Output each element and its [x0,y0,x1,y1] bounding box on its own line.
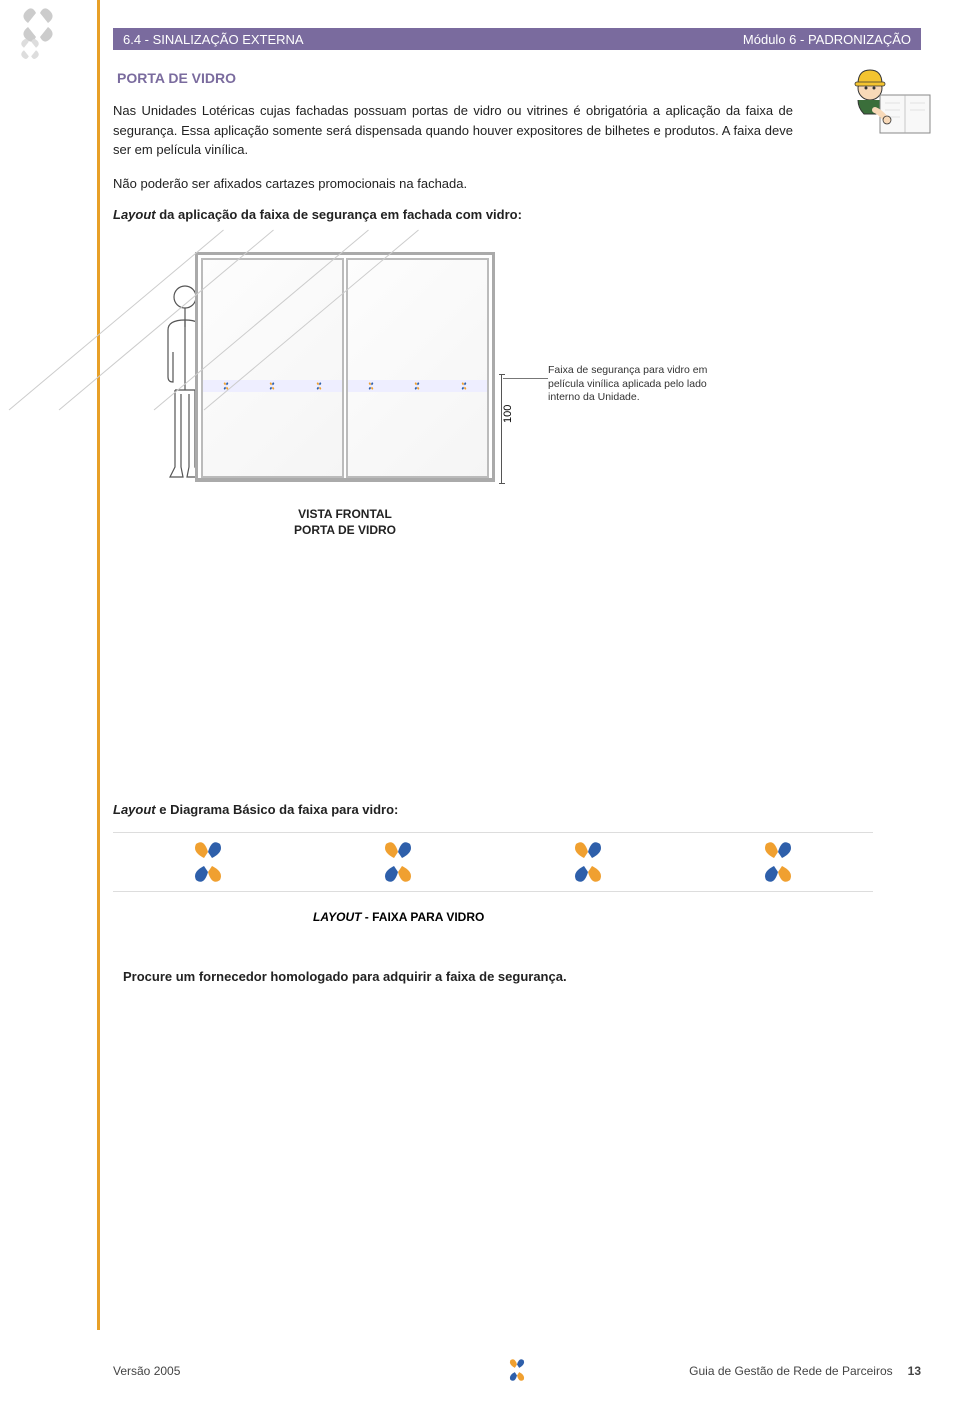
safety-stripe-right [348,380,487,392]
caption2-rest: - FAIXA PARA VIDRO [361,910,484,924]
door-panel-left [201,258,344,478]
door-diagram: 100 Faixa de segurança para vidro em pel… [113,252,793,562]
note-text: Procure um fornecedor homologado para ad… [123,969,863,984]
corner-clover-logo [8,5,68,65]
caption2-italic: LAYOUT [313,910,361,924]
footer-version: Versão 2005 [113,1364,180,1378]
diagram-caption: VISTA FRONTAL PORTA DE VIDRO [195,507,495,538]
layout-word-2: Layout [113,802,156,817]
clover-icon [376,840,420,884]
annotation-leader-line [503,378,548,379]
clover-icon [186,840,230,884]
caption-line1: VISTA FRONTAL [298,507,392,521]
vertical-rule [97,0,100,1330]
paragraph-1: Nas Unidades Lotéricas cujas fachadas po… [113,101,793,160]
page-number: 13 [908,1364,921,1378]
footer-title: Guia de Gestão de Rede de Parceiros [689,1364,892,1378]
caption-line2: PORTA DE VIDRO [294,523,396,537]
dimension-label: 100 [502,405,514,423]
layout-word: Layout [113,207,156,222]
module-label: Módulo 6 - PADRONIZAÇÃO [743,32,911,47]
clover-icon [566,840,610,884]
door-panel-right [346,258,489,478]
page-footer: Versão 2005 Guia de Gestão de Rede de Pa… [113,1364,921,1378]
p3-rest: da aplicação da faixa de segurança em fa… [156,207,522,222]
clover-icon [756,840,800,884]
paragraph-2: Não poderão ser afixados cartazes promoc… [113,174,793,194]
header-bar: 6.4 - SINALIZAÇÃO EXTERNA Módulo 6 - PAD… [113,28,921,50]
paragraph-3: Layout da aplicação da faixa de seguranç… [113,207,793,222]
layout-section-label: Layout e Diagrama Básico da faixa para v… [113,802,863,817]
subtitle: PORTA DE VIDRO [117,70,863,86]
door-frame [195,252,495,482]
stripe-caption: LAYOUT - FAIXA PARA VIDRO [313,910,863,924]
footer-clover-icon [505,1358,529,1385]
dimension-bracket [501,374,521,484]
annotation-text: Faixa de segurança para vidro em películ… [548,364,708,405]
section-number: 6.4 - SINALIZAÇÃO EXTERNA [123,32,304,47]
safety-stripe-left [203,380,342,392]
layout-rest: e Diagrama Básico da faixa para vidro: [156,802,399,817]
stripe-layout-large [113,832,873,892]
